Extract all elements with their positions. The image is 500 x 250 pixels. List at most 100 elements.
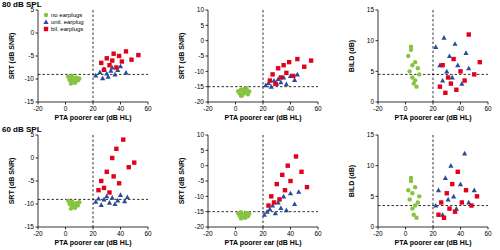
panel: 60 dB SPL-200204060-15-10-505PTA poorer … <box>2 125 152 247</box>
data-point <box>244 86 248 90</box>
x-tick-label: -20 <box>33 230 43 237</box>
data-point <box>447 206 451 210</box>
y-tick-label: 5 <box>200 22 204 29</box>
data-point <box>110 156 114 160</box>
y-tick <box>36 227 39 228</box>
data-point <box>288 191 293 196</box>
y-tick <box>206 25 209 26</box>
data-point <box>446 75 450 79</box>
x-tick-label: -20 <box>373 230 383 237</box>
y-axis-label: SRT (dB SNR) <box>8 33 16 80</box>
data-point <box>447 53 452 58</box>
x-tick-label: 60 <box>484 230 492 237</box>
data-point <box>275 182 279 186</box>
x-tick-label: 40 <box>287 230 295 237</box>
data-point <box>244 213 248 217</box>
data-point <box>136 53 140 57</box>
y-tick <box>206 10 209 11</box>
x-tick-label: 20 <box>89 105 97 112</box>
data-point <box>451 57 455 61</box>
data-point <box>99 179 103 183</box>
data-point <box>413 203 417 207</box>
y-tick-label: 5 <box>30 6 34 13</box>
data-point <box>105 56 109 60</box>
x-tick-label: 60 <box>484 105 492 112</box>
y-tick-label: -5 <box>28 52 34 59</box>
x-tick-label: 20 <box>89 230 97 237</box>
x-axis-label: PTA poorer ear (dB HL) <box>394 114 471 122</box>
legend-marker <box>44 27 48 31</box>
y-tick <box>36 135 39 136</box>
y-tick <box>36 10 39 11</box>
data-point <box>443 175 448 180</box>
data-point <box>273 81 277 85</box>
x-tick-label: 0 <box>234 230 238 237</box>
y-tick-label: -15 <box>25 223 35 230</box>
y-tick <box>36 158 39 159</box>
data-point <box>73 202 77 206</box>
data-point <box>288 179 292 183</box>
row-title: 60 dB SPL <box>2 125 42 134</box>
y-tick-label: 0 <box>30 29 34 36</box>
data-point <box>96 188 100 192</box>
reference-line <box>38 199 148 200</box>
data-point <box>438 84 442 88</box>
data-point <box>417 194 421 198</box>
data-point <box>274 81 279 86</box>
y-tick-label: 10 <box>197 6 205 13</box>
data-point <box>278 79 283 84</box>
reference-line <box>378 74 488 75</box>
y-tick <box>206 56 209 57</box>
data-point <box>276 66 280 70</box>
data-point <box>69 206 73 210</box>
data-point <box>472 72 476 76</box>
legend-label: bil. earplugs <box>51 26 83 32</box>
panel: -200204060-20-15-10-50510PTA poorer ear … <box>178 6 322 122</box>
data-point <box>93 73 98 78</box>
data-point <box>281 63 285 67</box>
legend-label: unil. earplug <box>51 19 84 25</box>
data-point <box>284 208 289 213</box>
data-point <box>441 35 446 40</box>
data-point <box>436 188 441 193</box>
data-point <box>107 63 111 67</box>
data-point <box>107 190 111 194</box>
data-point <box>118 64 123 69</box>
y-axis-label: SRT (dB SNR) <box>8 158 16 205</box>
reference-line <box>433 10 434 102</box>
plot-area <box>208 10 318 102</box>
data-point <box>469 203 473 207</box>
data-point <box>284 82 289 87</box>
x-tick-label: 20 <box>259 230 267 237</box>
x-tick-label: 60 <box>144 105 152 112</box>
y-tick-label: -20 <box>195 223 205 230</box>
y-tick <box>206 135 209 136</box>
x-tick-label: -20 <box>203 105 213 112</box>
y-tick <box>376 71 379 72</box>
data-point <box>106 74 111 79</box>
data-point <box>295 72 300 77</box>
data-point <box>407 69 411 73</box>
y-axis-label: SRT (dB SNR) <box>178 33 186 80</box>
y-tick <box>206 196 209 197</box>
data-point <box>279 75 283 79</box>
data-point <box>287 60 291 64</box>
y-tick <box>206 227 209 228</box>
data-point <box>445 191 449 195</box>
data-point <box>284 71 288 75</box>
data-point <box>125 195 130 200</box>
data-point <box>446 197 451 202</box>
x-tick-label: -20 <box>33 105 43 112</box>
data-point <box>73 79 77 83</box>
x-tick-label: 40 <box>117 105 125 112</box>
y-tick-label: -20 <box>195 98 205 105</box>
data-point <box>272 200 276 204</box>
y-tick-label: 0 <box>30 154 34 161</box>
data-point <box>111 52 115 56</box>
data-point <box>410 191 414 195</box>
data-point <box>99 202 104 207</box>
x-tick-label: 40 <box>287 105 295 112</box>
reference-line <box>263 135 264 227</box>
data-point <box>110 58 114 62</box>
data-point <box>440 78 445 83</box>
